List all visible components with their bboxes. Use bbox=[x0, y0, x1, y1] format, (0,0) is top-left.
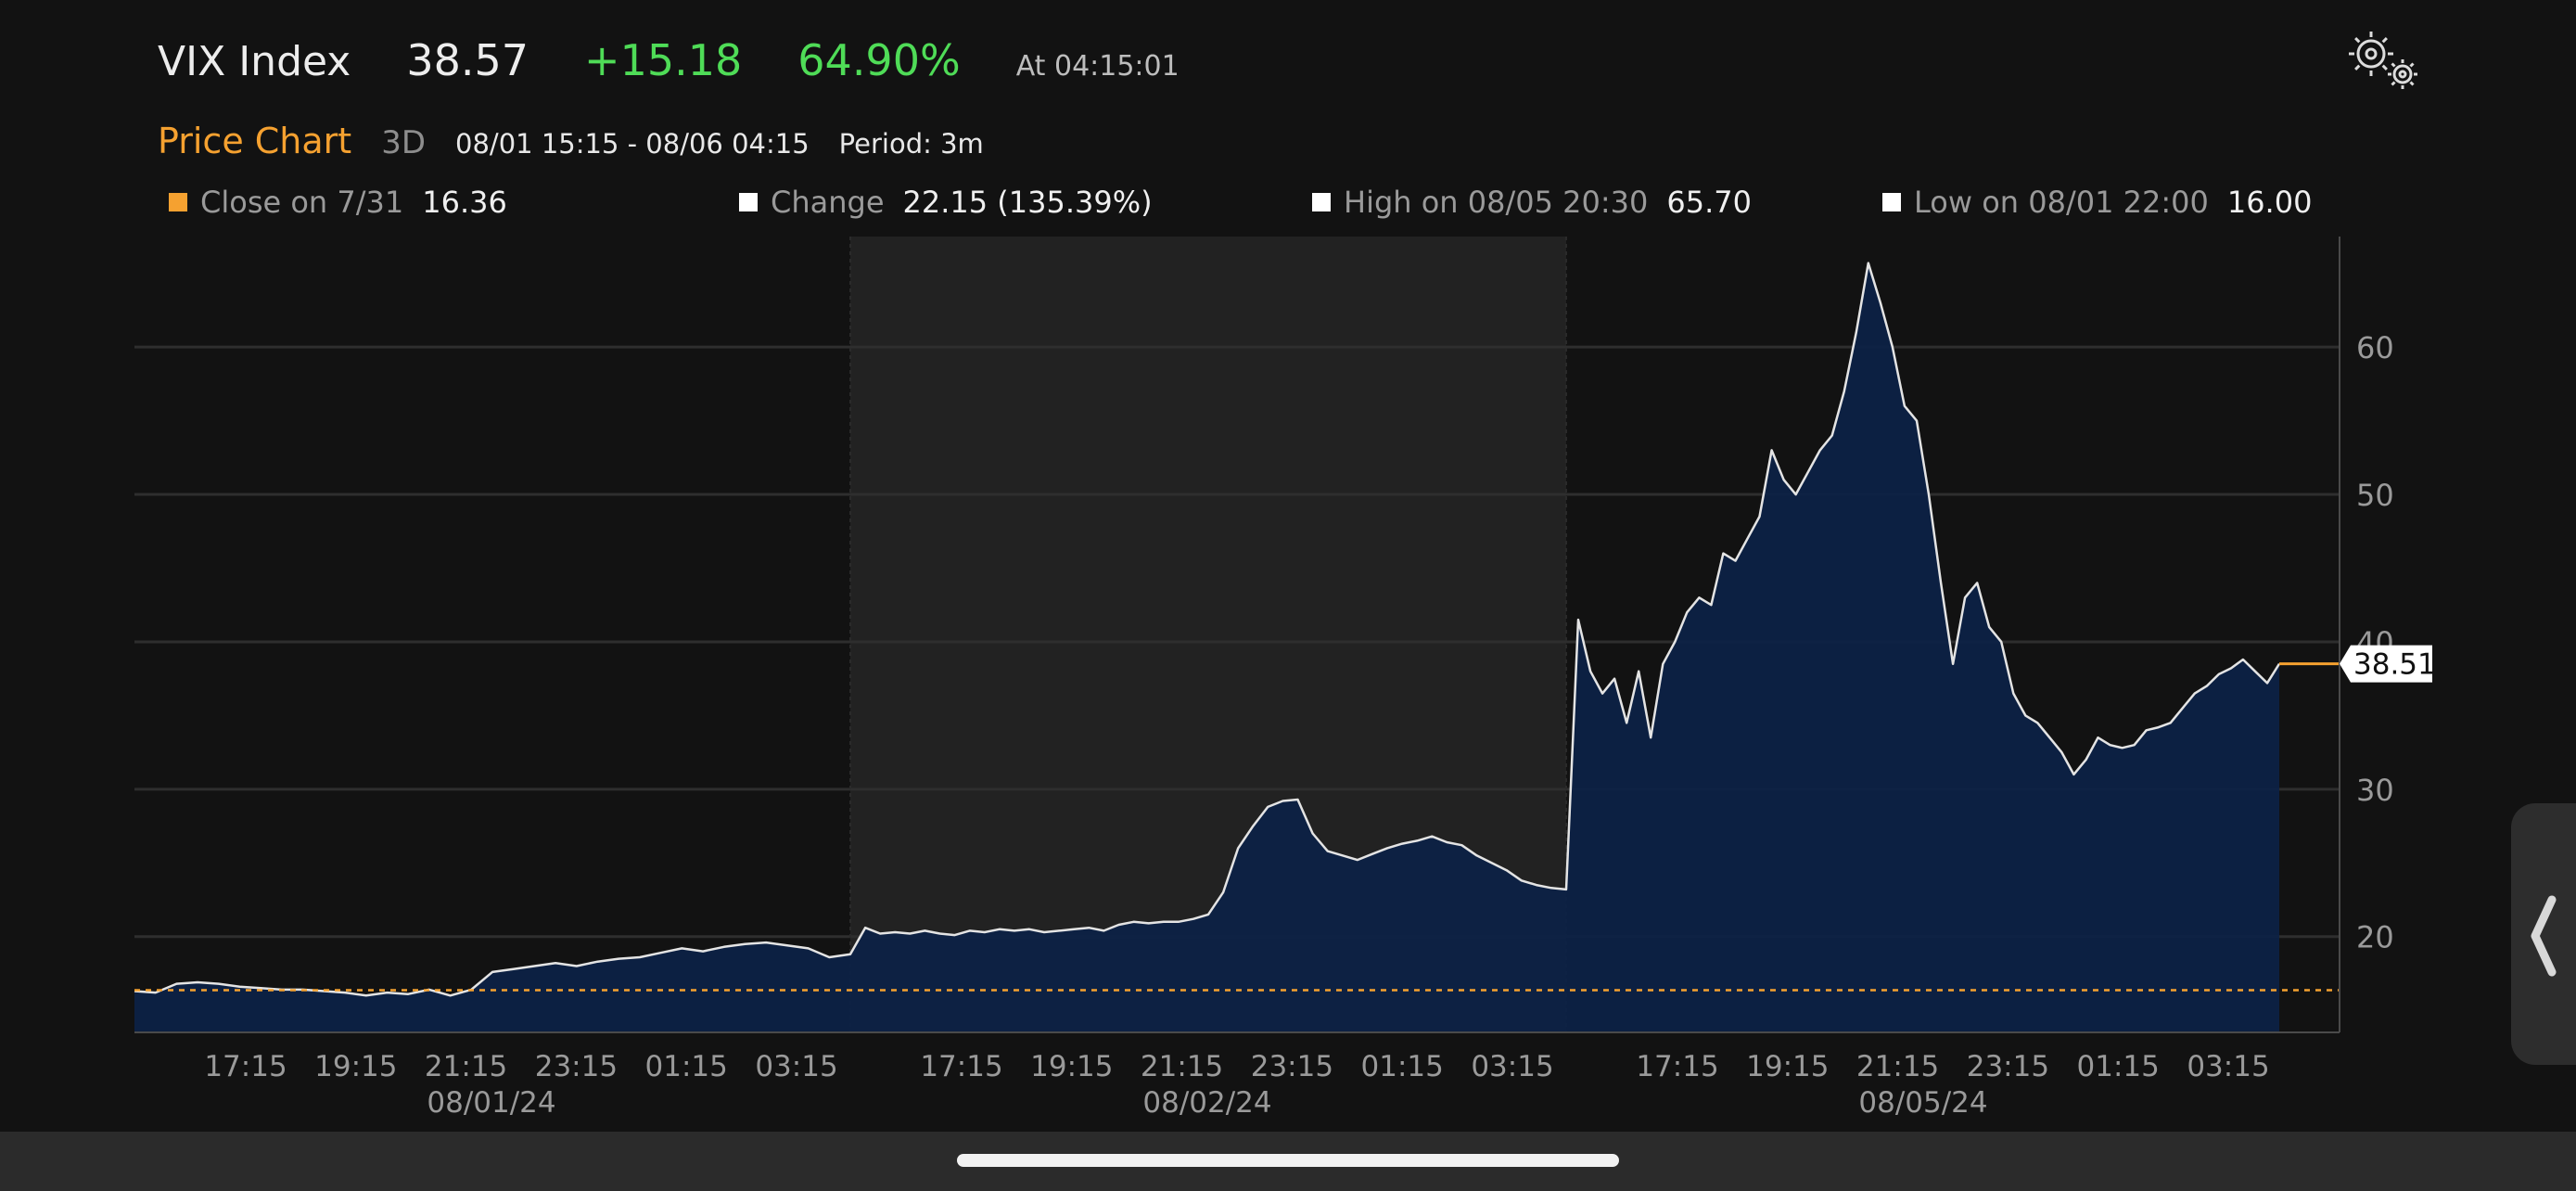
home-indicator[interactable] bbox=[957, 1154, 1619, 1167]
last-value-badge bbox=[2340, 645, 2432, 683]
legend-low: Low on 08/01 22:00 16.00 bbox=[1882, 182, 2312, 223]
legend-change-label: Change bbox=[771, 185, 885, 220]
as-of-time: At 04:15:01 bbox=[1015, 50, 1180, 83]
x-tick-label: 19:15 bbox=[1746, 1050, 1829, 1083]
legend-swatch bbox=[1312, 193, 1331, 211]
x-tick-label: 21:15 bbox=[1141, 1050, 1223, 1083]
last-value-label: 38.51 bbox=[2353, 648, 2436, 682]
range-selector[interactable]: 3D bbox=[381, 124, 427, 161]
x-tick-label: 03:15 bbox=[755, 1050, 837, 1083]
x-tick-label: 23:15 bbox=[535, 1050, 618, 1083]
x-tick-label: 03:15 bbox=[2187, 1050, 2269, 1083]
x-tick-label: 01:15 bbox=[1361, 1050, 1444, 1083]
chevron-left-icon bbox=[2531, 895, 2557, 977]
x-tick-label: 21:15 bbox=[1856, 1050, 1939, 1083]
x-tick-label: 19:15 bbox=[1030, 1050, 1113, 1083]
legend-high-value: 65.70 bbox=[1666, 185, 1752, 220]
x-tick-label: 21:15 bbox=[425, 1050, 507, 1083]
x-tick-label: 17:15 bbox=[920, 1050, 1002, 1083]
legend-high-label: High on 08/05 20:30 bbox=[1344, 185, 1649, 220]
x-tick-label: 17:15 bbox=[1636, 1050, 1718, 1083]
percent-change: 64.90% bbox=[797, 35, 961, 85]
legend-low-value: 16.00 bbox=[2226, 185, 2313, 220]
chart-title[interactable]: Price Chart bbox=[158, 121, 352, 161]
quote-header: VIX Index 38.57 +15.18 64.90% At 04:15:0… bbox=[158, 35, 1180, 95]
y-tick-label: 30 bbox=[2356, 773, 2394, 808]
period-selector[interactable]: Period: 3m bbox=[838, 128, 984, 160]
legend-swatch bbox=[1882, 193, 1901, 211]
legend-change-value: 22.15 (135.39%) bbox=[902, 185, 1153, 220]
x-tick-label: 19:15 bbox=[314, 1050, 397, 1083]
legend-swatch bbox=[169, 193, 187, 211]
x-date-label: 08/05/24 bbox=[1858, 1086, 1987, 1120]
x-tick-label: 03:15 bbox=[1471, 1050, 1553, 1083]
x-tick-label: 01:15 bbox=[645, 1050, 728, 1083]
price-line bbox=[134, 262, 2281, 997]
legend-close-value: 16.36 bbox=[422, 185, 507, 220]
legend-high: High on 08/05 20:30 65.70 bbox=[1312, 182, 1752, 223]
y-tick-label: 20 bbox=[2356, 920, 2394, 955]
ticker-name: VIX Index bbox=[158, 38, 351, 85]
x-tick-label: 23:15 bbox=[1967, 1050, 2049, 1083]
x-date-label: 08/01/24 bbox=[427, 1086, 555, 1120]
legend-swatch bbox=[739, 193, 758, 211]
y-tick-label: 60 bbox=[2356, 330, 2394, 365]
x-tick-label: 17:15 bbox=[204, 1050, 287, 1083]
net-change: +15.18 bbox=[584, 35, 743, 85]
price-area bbox=[134, 263, 2279, 1033]
last-price: 38.57 bbox=[406, 35, 529, 85]
x-tick-label: 23:15 bbox=[1251, 1050, 1333, 1083]
y-tick-label: 50 bbox=[2356, 478, 2394, 513]
date-range: 08/01 15:15 - 08/06 04:15 bbox=[455, 128, 810, 160]
legend-close-label: Close on 7/31 bbox=[200, 185, 404, 220]
legend-change: Change 22.15 (135.39%) bbox=[739, 182, 1153, 223]
legend-close: Close on 7/31 16.36 bbox=[169, 182, 507, 223]
gears-icon[interactable] bbox=[2341, 28, 2425, 93]
x-date-label: 08/02/24 bbox=[1142, 1086, 1271, 1120]
x-tick-label: 01:15 bbox=[2077, 1050, 2160, 1083]
chart-subheader: Price Chart 3D 08/01 15:15 - 08/06 04:15… bbox=[158, 121, 984, 161]
legend-low-label: Low on 08/01 22:00 bbox=[1914, 185, 2209, 220]
side-panel-tab[interactable] bbox=[2511, 803, 2576, 1065]
